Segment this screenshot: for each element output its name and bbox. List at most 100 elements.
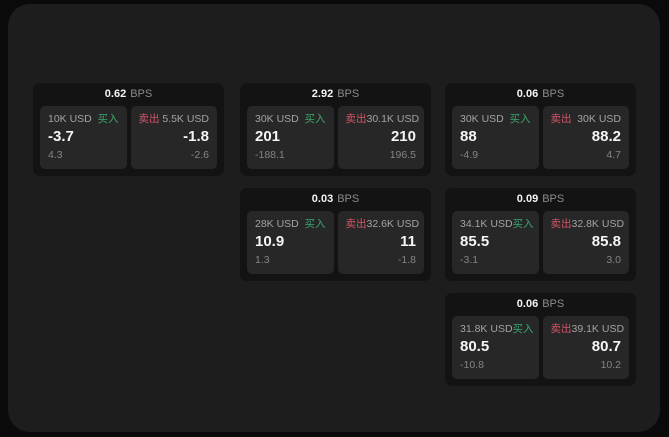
quote-card: 2.92 BPS 30K USD 买入 201 -188.1 卖出 30.1K … bbox=[240, 83, 431, 176]
sell-panel[interactable]: 卖出 32.8K USD 85.8 3.0 bbox=[542, 211, 629, 274]
buy-volume: 31.8K USD bbox=[460, 323, 513, 335]
sell-price: -1.8 bbox=[183, 128, 209, 145]
spread-header: 2.92 BPS bbox=[240, 83, 431, 106]
spread-unit-label: BPS bbox=[542, 88, 565, 100]
buy-volume: 34.1K USD bbox=[460, 218, 513, 230]
sell-side-label: 卖出 bbox=[138, 113, 160, 125]
sell-volume: 32.8K USD bbox=[571, 218, 625, 230]
sell-price: 11 bbox=[400, 233, 416, 250]
buy-side-label: 买入 bbox=[304, 218, 326, 230]
buy-price: 201 bbox=[255, 128, 281, 145]
sell-panel-top: 卖出 32.6K USD bbox=[345, 218, 420, 230]
sell-change: -2.6 bbox=[190, 149, 209, 161]
sell-side-label: 卖出 bbox=[345, 218, 367, 230]
sell-side-label: 卖出 bbox=[345, 113, 367, 125]
buy-change: -10.8 bbox=[460, 359, 484, 371]
buy-panel[interactable]: 31.8K USD 买入 80.5 -10.8 bbox=[452, 316, 539, 379]
buy-panel-top: 30K USD 买入 bbox=[460, 113, 531, 125]
quote-card: 0.62 BPS 10K USD 买入 -3.7 4.3 卖出 5.5K USD… bbox=[33, 83, 224, 176]
spread-unit-label: BPS bbox=[542, 298, 565, 310]
spread-unit-label: BPS bbox=[130, 88, 153, 100]
spread-value: 0.62 bbox=[104, 88, 127, 100]
buy-panel[interactable]: 34.1K USD 买入 85.5 -3.1 bbox=[452, 211, 539, 274]
buy-change: -3.1 bbox=[460, 254, 479, 266]
buy-volume: 30K USD bbox=[460, 113, 504, 125]
buy-side-label: 买入 bbox=[512, 323, 534, 335]
buy-panel-top: 28K USD 买入 bbox=[255, 218, 326, 230]
sell-volume: 32.6K USD bbox=[366, 218, 420, 230]
buy-panel[interactable]: 10K USD 买入 -3.7 4.3 bbox=[40, 106, 127, 169]
spread-header: 0.03 BPS bbox=[240, 188, 431, 211]
spread-value: 0.06 bbox=[516, 88, 539, 100]
spread-header: 0.06 BPS bbox=[445, 293, 636, 316]
sell-volume: 5.5K USD bbox=[162, 113, 209, 125]
sell-panel-top: 卖出 30K USD bbox=[551, 113, 622, 125]
buy-change: 1.3 bbox=[255, 254, 270, 266]
sell-volume: 30.1K USD bbox=[366, 113, 420, 125]
quote-panels: 30K USD 买入 88 -4.9 卖出 30K USD 88.2 4.7 bbox=[445, 106, 636, 169]
buy-volume: 10K USD bbox=[48, 113, 92, 125]
sell-volume: 30K USD bbox=[577, 113, 621, 125]
sell-price: 85.8 bbox=[591, 233, 621, 250]
buy-price: 88 bbox=[460, 128, 477, 145]
spread-value: 0.06 bbox=[516, 298, 539, 310]
quote-panels: 30K USD 买入 201 -188.1 卖出 30.1K USD 210 1… bbox=[240, 106, 431, 169]
sell-panel-top: 卖出 30.1K USD bbox=[345, 113, 420, 125]
sell-change: 10.2 bbox=[600, 359, 621, 371]
sell-side-label: 卖出 bbox=[550, 323, 572, 335]
quote-card: 0.03 BPS 28K USD 买入 10.9 1.3 卖出 32.6K US… bbox=[240, 188, 431, 281]
sell-panel-top: 卖出 5.5K USD bbox=[139, 113, 210, 125]
sell-price: 210 bbox=[390, 128, 416, 145]
buy-panel[interactable]: 30K USD 买入 88 -4.9 bbox=[452, 106, 539, 169]
buy-panel[interactable]: 28K USD 买入 10.9 1.3 bbox=[247, 211, 334, 274]
sell-volume: 39.1K USD bbox=[571, 323, 625, 335]
sell-panel-top: 卖出 39.1K USD bbox=[550, 323, 625, 335]
buy-panel[interactable]: 30K USD 买入 201 -188.1 bbox=[247, 106, 334, 169]
sell-panel[interactable]: 卖出 32.6K USD 11 -1.8 bbox=[337, 211, 424, 274]
buy-volume: 30K USD bbox=[255, 113, 299, 125]
sell-price: 88.2 bbox=[591, 128, 621, 145]
buy-panel-top: 10K USD 买入 bbox=[48, 113, 119, 125]
spread-value: 0.03 bbox=[311, 193, 334, 205]
buy-panel-top: 31.8K USD 买入 bbox=[460, 323, 534, 335]
spread-unit-label: BPS bbox=[337, 88, 360, 100]
sell-change: 3.0 bbox=[606, 254, 621, 266]
sell-side-label: 卖出 bbox=[550, 113, 572, 125]
buy-volume: 28K USD bbox=[255, 218, 299, 230]
buy-change: 4.3 bbox=[48, 149, 63, 161]
spread-value: 0.09 bbox=[516, 193, 539, 205]
sell-side-label: 卖出 bbox=[550, 218, 572, 230]
quote-card: 0.06 BPS 31.8K USD 买入 80.5 -10.8 卖出 39.1… bbox=[445, 293, 636, 386]
sell-panel[interactable]: 卖出 30.1K USD 210 196.5 bbox=[337, 106, 424, 169]
buy-price: 85.5 bbox=[460, 233, 490, 250]
buy-side-label: 买入 bbox=[304, 113, 326, 125]
spread-header: 0.09 BPS bbox=[445, 188, 636, 211]
spread-unit-label: BPS bbox=[337, 193, 360, 205]
spread-value: 2.92 bbox=[311, 88, 334, 100]
sell-panel-top: 卖出 32.8K USD bbox=[550, 218, 625, 230]
quote-card: 0.06 BPS 30K USD 买入 88 -4.9 卖出 30K USD 8… bbox=[445, 83, 636, 176]
sell-change: 196.5 bbox=[389, 149, 416, 161]
sell-panel[interactable]: 卖出 30K USD 88.2 4.7 bbox=[542, 106, 629, 169]
spread-header: 0.06 BPS bbox=[445, 83, 636, 106]
buy-panel-top: 34.1K USD 买入 bbox=[460, 218, 534, 230]
quote-panels: 31.8K USD 买入 80.5 -10.8 卖出 39.1K USD 80.… bbox=[445, 316, 636, 379]
sell-panel[interactable]: 卖出 5.5K USD -1.8 -2.6 bbox=[130, 106, 217, 169]
buy-side-label: 买入 bbox=[509, 113, 531, 125]
quote-panels: 34.1K USD 买入 85.5 -3.1 卖出 32.8K USD 85.8… bbox=[445, 211, 636, 274]
buy-panel-top: 30K USD 买入 bbox=[255, 113, 326, 125]
buy-price: -3.7 bbox=[48, 128, 74, 145]
sell-panel[interactable]: 卖出 39.1K USD 80.7 10.2 bbox=[542, 316, 629, 379]
buy-side-label: 买入 bbox=[512, 218, 534, 230]
quote-panels: 10K USD 买入 -3.7 4.3 卖出 5.5K USD -1.8 -2.… bbox=[33, 106, 224, 169]
buy-price: 80.5 bbox=[460, 338, 490, 355]
buy-change: -4.9 bbox=[460, 149, 479, 161]
sell-change: 4.7 bbox=[606, 149, 621, 161]
sell-price: 80.7 bbox=[591, 338, 621, 355]
quote-panels: 28K USD 买入 10.9 1.3 卖出 32.6K USD 11 -1.8 bbox=[240, 211, 431, 274]
quote-card: 0.09 BPS 34.1K USD 买入 85.5 -3.1 卖出 32.8K… bbox=[445, 188, 636, 281]
buy-price: 10.9 bbox=[255, 233, 285, 250]
quotes-panel: 0.62 BPS 10K USD 买入 -3.7 4.3 卖出 5.5K USD… bbox=[8, 4, 660, 432]
buy-change: -188.1 bbox=[255, 149, 285, 161]
spread-header: 0.62 BPS bbox=[33, 83, 224, 106]
